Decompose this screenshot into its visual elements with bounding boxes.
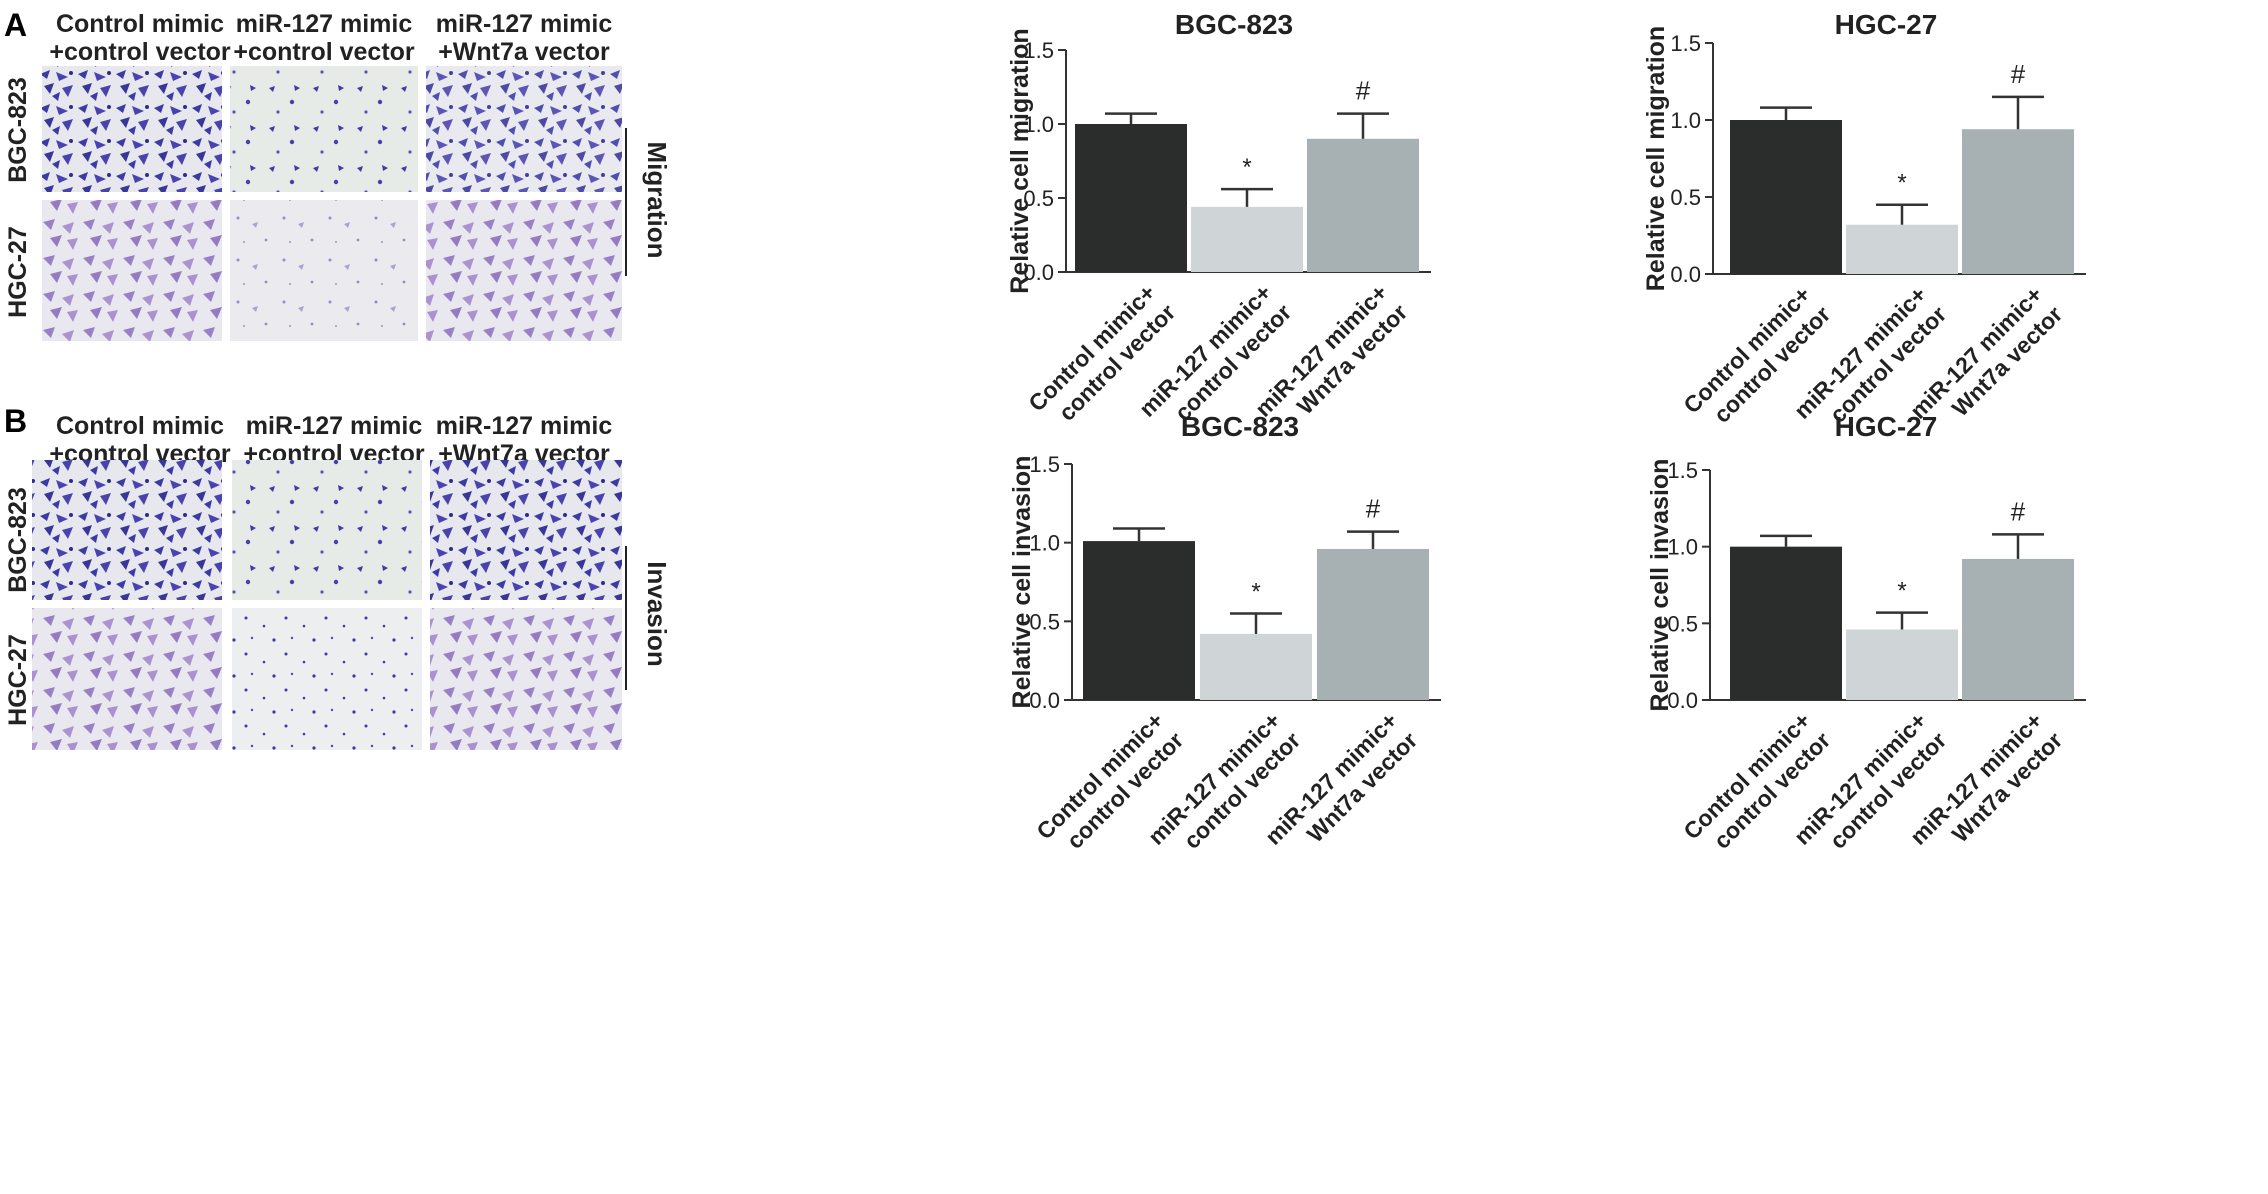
y-tick-label: 0.0 xyxy=(1667,688,1698,713)
panel-b-column-headers: Control mimic +control vector miR-127 mi… xyxy=(49,412,612,468)
row-label-b-hgc27: HGC-27 xyxy=(4,634,32,726)
y-tick-label: 0.5 xyxy=(1023,186,1054,211)
col-header-b3-line1: miR-127 mimic xyxy=(436,412,613,440)
micrograph-b-bgc823-mir127 xyxy=(232,460,422,600)
bar xyxy=(1307,138,1419,272)
row-label-bgc823: BGC-823 xyxy=(4,77,32,183)
y-tick-label: 0.5 xyxy=(1029,609,1060,634)
micrograph-a-bgc823-mir127 xyxy=(230,66,418,192)
y-tick-label: 1.0 xyxy=(1667,535,1698,560)
bar xyxy=(1962,558,2074,700)
micrograph-b-bgc823-wnt7a xyxy=(430,460,622,600)
chart-title: HGC-27 xyxy=(1835,9,1938,40)
bar xyxy=(1083,541,1195,700)
chart-title: BGC-823 xyxy=(1181,411,1299,442)
panel-a-column-headers: Control mimic +control vector miR-127 mi… xyxy=(49,10,612,66)
col-header-3-line2: +Wnt7a vector xyxy=(438,38,610,66)
col-header-b1-line1: Control mimic xyxy=(56,412,224,440)
y-tick-label: 0.0 xyxy=(1670,262,1701,287)
significance-mark: * xyxy=(1242,154,1251,181)
panel-letter-b: B xyxy=(4,403,27,439)
chart-title: BGC-823 xyxy=(1175,9,1293,40)
significance-mark: * xyxy=(1897,170,1906,197)
panel-a-micrographs xyxy=(42,66,622,341)
col-header-b2-line1: miR-127 mimic xyxy=(246,412,423,440)
significance-mark: * xyxy=(1251,578,1260,605)
micrograph-a-bgc823-wnt7a xyxy=(426,66,622,192)
bar xyxy=(1730,546,1842,700)
y-axis-label: Relative cell migration xyxy=(1642,26,1670,291)
col-header-3-line1: miR-127 mimic xyxy=(436,10,613,38)
bar xyxy=(1846,629,1958,700)
significance-mark: * xyxy=(1897,578,1906,605)
y-tick-label: 0.0 xyxy=(1023,260,1054,285)
chart-title: HGC-27 xyxy=(1835,411,1938,442)
y-axis-label: Relative cell invasion xyxy=(1646,459,1674,712)
micrograph-a-hgc27-wnt7a xyxy=(426,200,622,341)
chart-migration-hgc27: HGC-27 Relative cell migration 0.0 0.5 1.0 1.… xyxy=(1642,9,2086,428)
bar xyxy=(1962,129,2074,274)
bar xyxy=(1846,224,1958,274)
y-axis-label: Relative cell migration xyxy=(1006,28,1034,293)
invasion-label: Invasion xyxy=(642,561,672,666)
row-label-b-bgc823: BGC-823 xyxy=(4,487,32,593)
micrograph-b-hgc27-wnt7a xyxy=(430,608,622,750)
panel-a-row-labels: BGC-823 HGC-27 xyxy=(4,77,32,318)
y-tick-label: 1.0 xyxy=(1029,531,1060,556)
y-tick-label: 1.0 xyxy=(1023,112,1054,137)
bar xyxy=(1075,124,1187,272)
significance-mark: # xyxy=(1366,494,1381,524)
y-tick-label: 1.5 xyxy=(1023,38,1054,63)
micrograph-a-bgc823-control xyxy=(42,66,222,192)
migration-label: Migration xyxy=(642,142,672,259)
panel-b-row-labels: BGC-823 HGC-27 xyxy=(4,487,32,726)
bar xyxy=(1730,120,1842,274)
bar xyxy=(1317,548,1429,700)
significance-mark: # xyxy=(1356,76,1371,106)
y-axis-label: Relative cell invasion xyxy=(1008,456,1036,709)
y-tick-label: 1.0 xyxy=(1670,108,1701,133)
col-header-2-line2: +control vector xyxy=(233,38,415,66)
significance-mark: # xyxy=(2011,496,2026,526)
micrograph-a-hgc27-mir127 xyxy=(230,200,418,341)
micrograph-b-bgc823-control xyxy=(32,460,222,600)
col-header-2-line1: miR-127 mimic xyxy=(236,10,413,38)
bar xyxy=(1191,206,1303,272)
y-tick-label: 1.5 xyxy=(1029,452,1060,477)
y-tick-label: 1.5 xyxy=(1670,31,1701,56)
col-header-1-line2: +control vector xyxy=(49,38,231,66)
significance-mark: # xyxy=(2011,59,2026,89)
y-tick-label: 1.5 xyxy=(1667,458,1698,483)
y-tick-label: 0.0 xyxy=(1029,688,1060,713)
panel-b-micrographs xyxy=(32,460,622,750)
micrograph-b-hgc27-mir127 xyxy=(232,608,422,750)
panel-letter-a: A xyxy=(4,7,27,43)
col-header-1-line1: Control mimic xyxy=(56,10,224,38)
bar xyxy=(1200,633,1312,700)
y-tick-label: 0.5 xyxy=(1670,185,1701,210)
y-tick-label: 0.5 xyxy=(1667,611,1698,636)
row-label-hgc27: HGC-27 xyxy=(4,226,32,318)
micrograph-b-hgc27-control xyxy=(32,608,222,750)
micrograph-a-hgc27-control xyxy=(42,200,222,341)
